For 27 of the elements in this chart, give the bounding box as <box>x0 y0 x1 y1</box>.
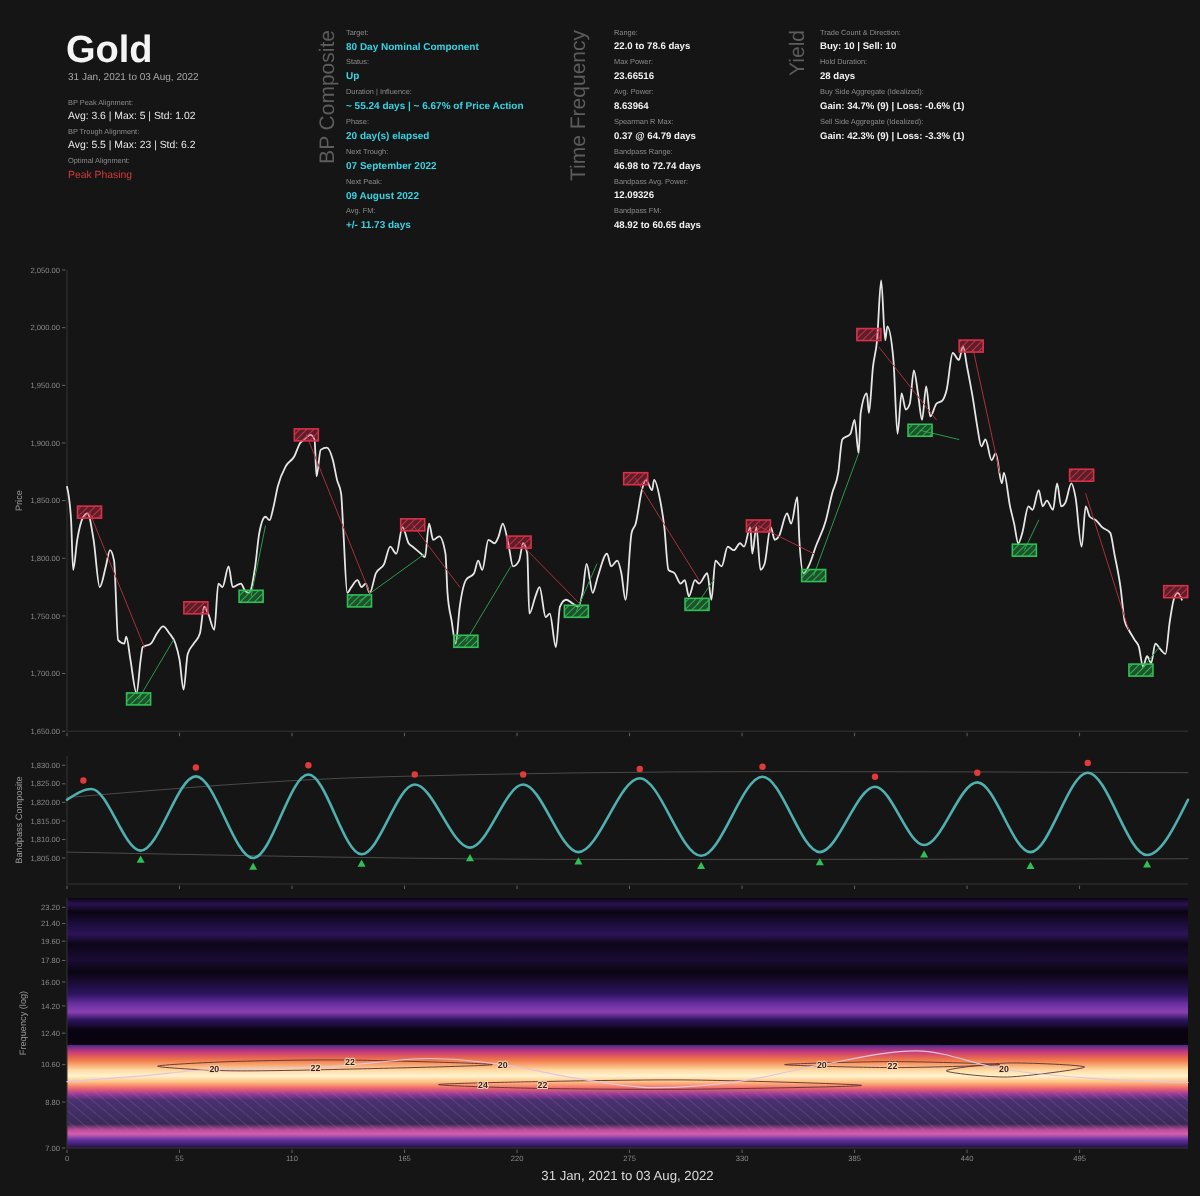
text: Gold <box>66 30 153 72</box>
point <box>1084 759 1091 767</box>
text: Yield <box>786 29 810 76</box>
point <box>815 858 824 866</box>
point <box>920 850 929 858</box>
point <box>305 762 312 769</box>
point <box>80 777 87 784</box>
point <box>574 857 583 865</box>
text: BP Composite <box>316 29 340 164</box>
point <box>1026 861 1035 870</box>
point <box>759 763 766 770</box>
point <box>192 764 200 771</box>
line-series <box>66 771 1189 799</box>
text: Time Frequency <box>567 28 591 181</box>
line-series <box>66 1050 1189 1089</box>
point <box>974 769 981 776</box>
point <box>136 855 145 863</box>
point <box>636 765 643 773</box>
point <box>697 861 706 870</box>
point <box>357 859 366 867</box>
point <box>411 771 418 778</box>
line-series <box>65 771 1190 860</box>
point <box>249 862 258 870</box>
point <box>871 773 879 780</box>
point <box>519 771 527 778</box>
point <box>465 854 474 862</box>
point <box>1143 860 1152 868</box>
